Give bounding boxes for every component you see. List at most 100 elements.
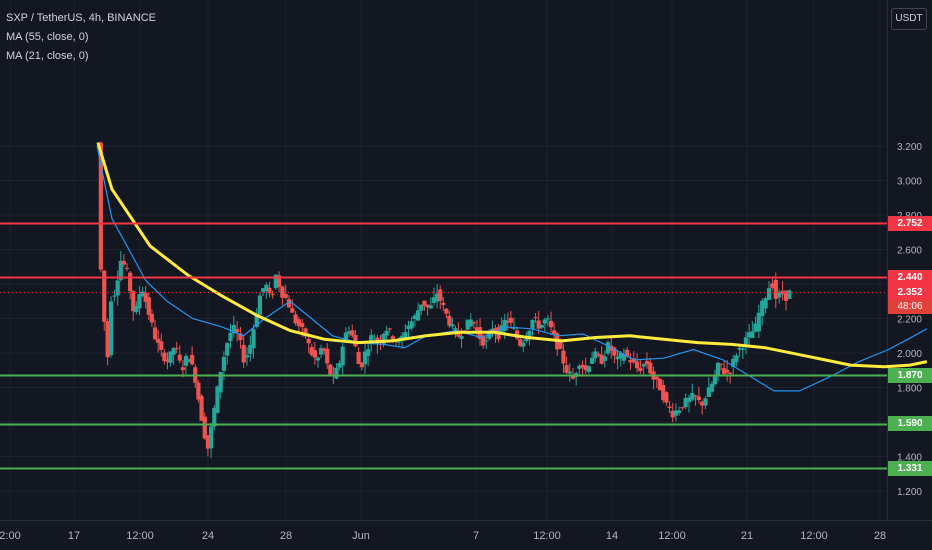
candle-body	[235, 329, 240, 333]
candle-body	[366, 349, 371, 356]
candle-body	[228, 332, 233, 342]
candle-body	[641, 364, 646, 367]
candle-body	[615, 356, 620, 360]
candle-body	[276, 275, 282, 288]
candle-body	[221, 356, 227, 371]
candle-body	[387, 328, 392, 330]
candle-body	[334, 367, 339, 379]
candle-body	[209, 426, 214, 449]
candle-body	[667, 406, 672, 409]
candle-body	[303, 328, 308, 337]
candle-body	[419, 304, 424, 311]
candle-body	[570, 374, 576, 379]
candle-body	[340, 346, 345, 366]
candle-body	[561, 350, 566, 364]
candle-body	[783, 290, 789, 301]
candle-body	[628, 359, 633, 363]
candle-body	[661, 384, 666, 401]
candle-body	[283, 293, 288, 298]
ma21-line	[96, 145, 928, 392]
chart-title[interactable]: SXP / TetherUS, 4h, BINANCE	[6, 12, 156, 24]
candle-body	[583, 365, 588, 371]
candle-body	[171, 348, 176, 355]
candle-body	[435, 293, 440, 302]
candle-body	[315, 357, 321, 361]
level-badge[interactable]: 2.752	[888, 215, 932, 231]
candle-body	[542, 319, 547, 324]
last-price-badge[interactable]: 2.352	[888, 284, 932, 300]
level-badge[interactable]: 1.870	[888, 367, 932, 383]
candle-body	[777, 292, 782, 298]
candle-body	[593, 351, 598, 359]
candle-body	[267, 287, 272, 294]
candle-body	[174, 347, 179, 349]
x-tick-label: 17	[68, 530, 80, 542]
candle-body	[415, 310, 421, 321]
candle-body	[273, 274, 278, 289]
candle-body	[683, 398, 688, 408]
grid	[0, 0, 887, 520]
candle-body	[425, 304, 430, 308]
price-axis-ticks[interactable]: 1.2001.4001.6001.8002.0002.2002.4002.600…	[897, 142, 922, 498]
x-tick-label: 21	[741, 530, 753, 542]
candle-body	[137, 294, 142, 309]
candle-body	[143, 293, 148, 303]
candle-body	[625, 349, 630, 357]
candle-body	[474, 327, 480, 331]
y-tick-label: 2.600	[897, 246, 922, 257]
candle-body	[165, 359, 170, 362]
candle-body	[212, 407, 217, 427]
candle-body	[621, 354, 627, 361]
candle-body	[539, 324, 544, 328]
candle-body	[196, 382, 201, 400]
candle-body	[696, 396, 701, 400]
candle-body	[328, 364, 333, 375]
candle-body	[441, 302, 446, 305]
candle-body	[664, 392, 669, 403]
time-axis-ticks[interactable]: 2:00 17 12:00 24 28 Jun 7 12:00 14 12:00 21 12:00 28	[0, 530, 886, 542]
candle-body	[612, 347, 617, 356]
level-badge[interactable]: 2.440	[888, 269, 932, 285]
candle-body	[362, 351, 368, 365]
currency-button[interactable]: USDT	[891, 8, 927, 30]
candle-body	[763, 298, 768, 309]
x-tick-label: 28	[280, 530, 292, 542]
x-tick-label: Jun	[352, 530, 370, 542]
candlesticks	[98, 141, 792, 458]
level-badge[interactable]: 1.590	[888, 416, 932, 432]
candle-body	[356, 351, 361, 364]
level-badge[interactable]: 1.331	[888, 460, 932, 476]
candle-body	[312, 350, 317, 358]
candle-body	[257, 295, 263, 315]
chart-legend: SXP / TetherUS, 4h, BINANCE MA (55, clos…	[6, 9, 156, 66]
candle-body	[690, 393, 695, 400]
candle-body	[552, 330, 557, 335]
candle-body	[743, 337, 749, 345]
y-tick-label: 2.000	[897, 349, 922, 360]
x-tick-label: 2:00	[0, 530, 21, 542]
candle-body	[152, 327, 158, 340]
candle-body	[721, 368, 727, 375]
candle-body	[558, 341, 563, 349]
candle-body	[359, 362, 364, 368]
candle-body	[484, 340, 489, 342]
candle-body	[306, 338, 311, 344]
candle-body	[737, 347, 742, 350]
candle-body	[322, 348, 327, 351]
candle-body	[140, 291, 145, 297]
candle-body	[530, 319, 535, 330]
candle-body	[381, 334, 386, 344]
candle-body	[586, 366, 592, 373]
x-tick-label: 14	[606, 530, 618, 542]
legend-ma21[interactable]: MA (21, close, 0)	[6, 50, 89, 62]
horizontal-levels[interactable]	[0, 222, 887, 470]
candle-body	[596, 353, 601, 356]
x-tick-label: 12:00	[800, 530, 828, 542]
candle-body	[353, 335, 358, 347]
legend-ma55[interactable]: MA (55, close, 0)	[6, 31, 89, 43]
candle-body	[533, 317, 538, 319]
candle-body	[471, 322, 476, 324]
candle-body	[670, 410, 675, 418]
candle-body	[589, 357, 595, 364]
